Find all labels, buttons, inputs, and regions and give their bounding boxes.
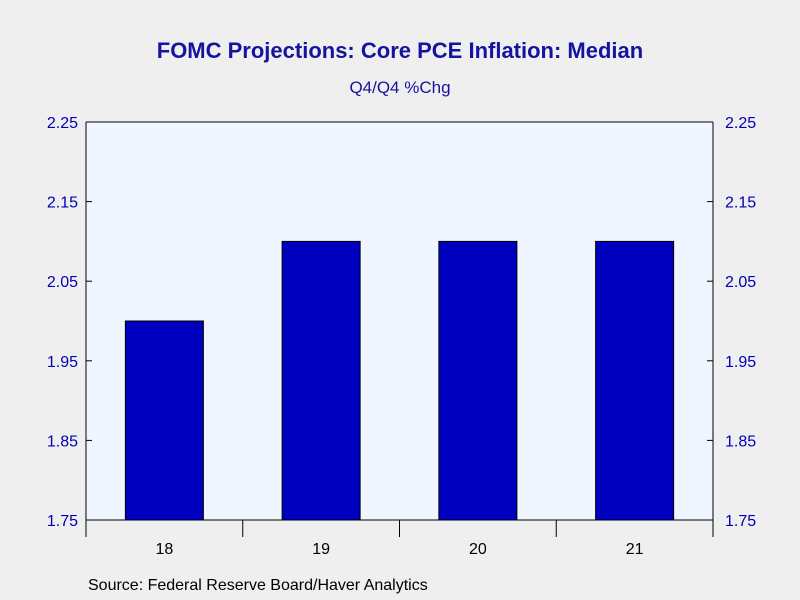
bar bbox=[438, 240, 518, 521]
x-tick-label: 21 bbox=[626, 541, 644, 558]
y-tick-label-right: 2.15 bbox=[725, 195, 756, 212]
bar bbox=[281, 240, 361, 521]
y-tick-label-left: 2.15 bbox=[47, 195, 78, 212]
y-tick-label-left: 2.25 bbox=[47, 115, 78, 132]
x-tick-label: 18 bbox=[155, 541, 173, 558]
y-tick-label-left: 1.85 bbox=[47, 433, 78, 450]
y-tick-label-right: 1.85 bbox=[725, 433, 756, 450]
y-tick-label-right: 1.75 bbox=[725, 513, 756, 530]
y-tick-label-right: 2.25 bbox=[725, 115, 756, 132]
chart-subtitle: Q4/Q4 %Chg bbox=[349, 78, 451, 97]
y-tick-label-right: 1.95 bbox=[725, 354, 756, 371]
bar bbox=[595, 240, 675, 521]
y-tick-label-left: 1.95 bbox=[47, 354, 78, 371]
x-tick-label: 20 bbox=[469, 541, 487, 558]
bar bbox=[124, 320, 204, 521]
x-tick-label: 19 bbox=[312, 541, 330, 558]
source-note: Source: Federal Reserve Board/Haver Anal… bbox=[88, 577, 428, 594]
chart-title: FOMC Projections: Core PCE Inflation: Me… bbox=[156, 38, 644, 63]
y-tick-label-left: 2.05 bbox=[47, 274, 78, 291]
y-tick-label-left: 1.75 bbox=[47, 513, 78, 530]
y-tick-label-right: 2.05 bbox=[725, 274, 756, 291]
